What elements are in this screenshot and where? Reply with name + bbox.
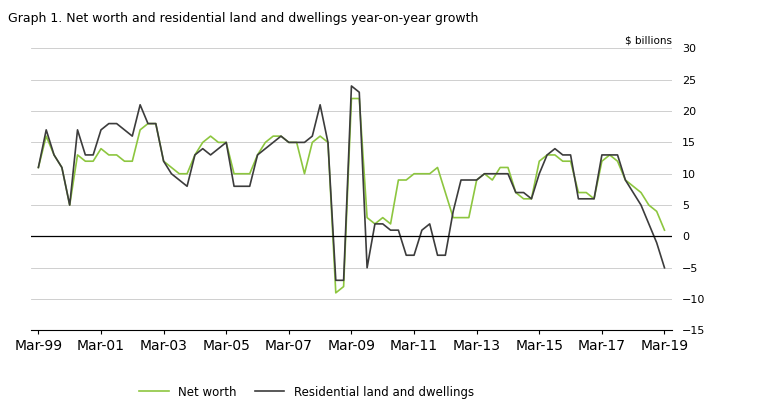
Residential land and dwellings (347, 83, 356, 88)
Residential land and dwellings (558, 152, 568, 157)
Residential land and dwellings (332, 278, 341, 283)
Net worth (511, 190, 520, 195)
Line: Residential land and dwellings: Residential land and dwellings (38, 86, 665, 280)
Net worth (332, 291, 341, 295)
Net worth (660, 228, 669, 233)
Net worth (347, 96, 356, 101)
Residential land and dwellings (511, 190, 520, 195)
Net worth (558, 159, 568, 164)
Residential land and dwellings (660, 265, 669, 270)
Residential land and dwellings (34, 165, 43, 170)
Residential land and dwellings (393, 228, 403, 233)
Net worth (613, 159, 622, 164)
Text: Graph 1. Net worth and residential land and dwellings year-on-year growth: Graph 1. Net worth and residential land … (8, 12, 478, 25)
Net worth (590, 196, 599, 201)
Residential land and dwellings (590, 196, 599, 201)
Net worth (34, 165, 43, 170)
Net worth (393, 178, 403, 183)
Text: $ billions: $ billions (625, 35, 672, 46)
Net worth (441, 190, 450, 195)
Legend: Net worth, Residential land and dwellings: Net worth, Residential land and dwelling… (134, 381, 478, 403)
Line: Net worth: Net worth (38, 98, 665, 293)
Residential land and dwellings (613, 152, 622, 157)
Residential land and dwellings (441, 253, 450, 258)
